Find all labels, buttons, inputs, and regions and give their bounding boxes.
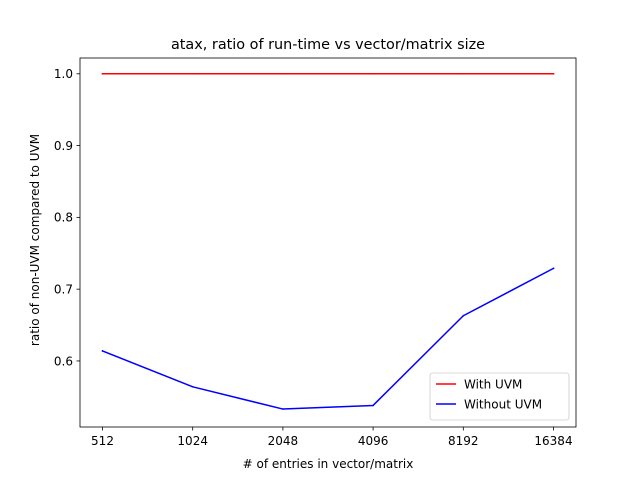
data-point-1-3: [372, 404, 374, 407]
data-point-0-1: [191, 72, 194, 75]
series-line-1: [101, 267, 555, 410]
x-tick-label: 512: [91, 434, 114, 448]
y-tick-label: 0.9: [54, 139, 73, 153]
y-tick-label: 1.0: [54, 67, 73, 81]
data-point-0-3: [372, 72, 374, 75]
x-tick-label: 16384: [534, 434, 572, 448]
data-point-1-1: [191, 386, 194, 388]
x-tick-label: 1024: [177, 434, 208, 448]
data-point-1-4: [462, 314, 465, 317]
data-point-0-2: [282, 72, 284, 75]
y-tick-label: 0.6: [54, 354, 73, 368]
data-point-0-4: [462, 72, 465, 75]
x-tick-label: 4096: [358, 434, 389, 448]
x-tick-label: 8192: [448, 434, 479, 448]
legend-label-0: With UVM: [464, 377, 522, 391]
x-tick-label: 2048: [268, 434, 299, 448]
legend-label-1: Without UVM: [464, 397, 542, 411]
y-axis: 0.6 0.7 0.8 0.9 1.0: [54, 67, 80, 368]
legend-box: [429, 372, 570, 421]
y-tick-label: 0.8: [54, 211, 73, 225]
legend: With UVM Without UVM: [429, 372, 570, 421]
x-axis-label: # of entries in vector/matrix: [243, 457, 414, 471]
data-point-0-5: [552, 72, 555, 75]
plot-area: [79, 57, 577, 428]
x-axis: 512 1024 2048 4096 8192 16384: [91, 427, 573, 448]
y-axis-label: ratio of non-UVM compared to UVM: [28, 134, 42, 346]
plot-frame: [79, 57, 577, 428]
data-point-1-2: [282, 408, 284, 410]
data-point-1-0: [101, 350, 104, 352]
y-tick-label: 0.7: [54, 282, 73, 296]
data-point-1-5: [552, 267, 555, 270]
data-point-0-0: [101, 72, 104, 75]
chart-title: atax, ratio of run-time vs vector/matrix…: [171, 37, 485, 53]
